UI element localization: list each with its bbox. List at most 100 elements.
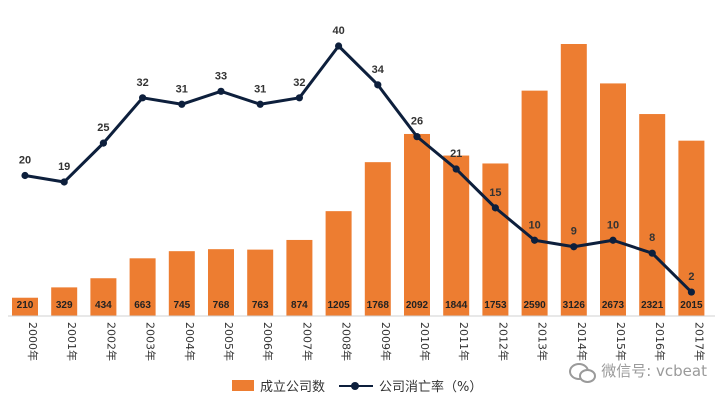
watermark: 微信号: vcbeat [569,360,707,383]
legend-bar-label: 成立公司数 [260,380,326,395]
line-point [491,204,499,212]
x-tick-label: 2013年 [536,322,550,361]
bar [286,239,313,316]
bar-value-label: 1768 [367,300,390,311]
line-point [335,42,343,50]
line-value-label: 26 [411,116,423,128]
bar-value-label: 434 [95,300,112,311]
bar [247,249,274,316]
line-point [256,100,264,108]
bar [364,162,391,316]
bar-value-label: 329 [56,300,73,311]
line-point [217,87,225,95]
line-point [452,165,460,173]
x-tick-label: 2009年 [379,322,393,361]
x-tick-label: 2007年 [300,322,314,361]
legend-item-bars: 成立公司数 [232,376,325,395]
line-point [178,100,186,108]
bar-value-label: 1753 [484,300,507,311]
bar-value-label: 3126 [563,300,586,311]
bar [600,83,626,316]
legend-line-swatch [339,380,374,392]
line-labels-layer: 20 19 25 32 31 33 31 32 40 34 26 21 15 10 9 10 8 2 [19,25,695,283]
line-point [139,94,147,102]
wechat-icon [569,361,597,383]
x-tick-label: 2002年 [104,322,118,361]
line-value-label: 32 [293,77,305,89]
legend-bar-swatch [232,380,254,391]
bar [90,278,117,316]
line-point [99,139,107,147]
line-point [413,133,421,141]
line-value-label: 40 [332,25,344,37]
bar-value-label: 745 [173,300,190,311]
x-tick-label: 2005年 [222,322,236,361]
bar-value-label: 2092 [406,300,429,311]
bar [12,297,38,316]
bar [129,258,156,316]
bar-value-label: 2321 [641,300,664,311]
x-tick-label: 2010年 [418,322,432,361]
x-tick-label: 2001年 [65,322,79,361]
line-value-label: 2 [688,271,694,283]
bar-value-label: 2590 [523,300,546,311]
legend-line-label: 公司消亡率（%） [379,380,483,395]
line-value-label: 19 [58,161,70,173]
line-value-label: 34 [372,64,385,76]
line-value-label: 33 [215,70,227,82]
line-value-label: 8 [649,232,655,244]
x-tick-label: 2016年 [653,322,667,361]
line-value-label: 32 [136,77,148,89]
bar-labels-layer: 210 329 434 663 745 768 763 874 1205 1768 2092 1844… [17,300,703,311]
bar-value-label: 2015 [680,300,703,311]
bar-value-label: 874 [291,300,308,311]
line-value-label: 20 [19,155,31,167]
bar [678,140,705,316]
line-point [295,94,303,102]
line-series [24,44,693,294]
line-value-label: 10 [607,219,619,231]
bar-value-label: 1844 [445,300,468,311]
line-point [374,81,382,89]
line-point [570,243,578,251]
line-point [531,236,539,244]
watermark-text: 微信号: vcbeat [601,362,707,380]
bars-layer [12,44,705,316]
bar [51,287,78,316]
bar [639,114,666,316]
bar [208,249,234,316]
line-value-label: 25 [97,122,109,134]
line-point [609,236,617,244]
x-tick-label: 2015年 [614,322,628,361]
x-tick-label: 2004年 [183,322,197,361]
x-tick-label: 2000年 [26,322,40,361]
bar [325,211,352,316]
x-tick-label: 2006年 [261,322,275,361]
bar-value-label: 768 [213,300,230,311]
bar [404,133,430,316]
line-value-label: 31 [254,83,266,95]
bar [482,163,509,316]
x-tick-label: 2008年 [340,322,354,361]
bar [443,155,470,316]
legend: 成立公司数 公司消亡率（%） [232,376,496,395]
line-value-label: 10 [528,219,540,231]
x-tick-label: 2003年 [144,322,158,361]
line-point [60,178,68,186]
bar [521,90,548,316]
bar-value-label: 763 [252,300,269,311]
line-series-layer [21,42,696,296]
line-point [648,249,656,257]
bar [168,251,195,316]
x-tick-label: 2011年 [457,322,471,361]
bar-value-label: 1205 [327,300,350,311]
line-value-label: 15 [489,187,501,199]
bar-value-label: 2673 [602,300,625,311]
line-point [687,288,696,296]
line-value-label: 21 [450,148,462,160]
line-value-label: 31 [176,83,188,95]
line-value-label: 9 [571,226,577,238]
x-ticks-layer: 2000年 2001年 2002年 2003年 2004年 2005年 2006年 2007年… [26,322,706,361]
bar-value-label: 210 [17,300,34,311]
